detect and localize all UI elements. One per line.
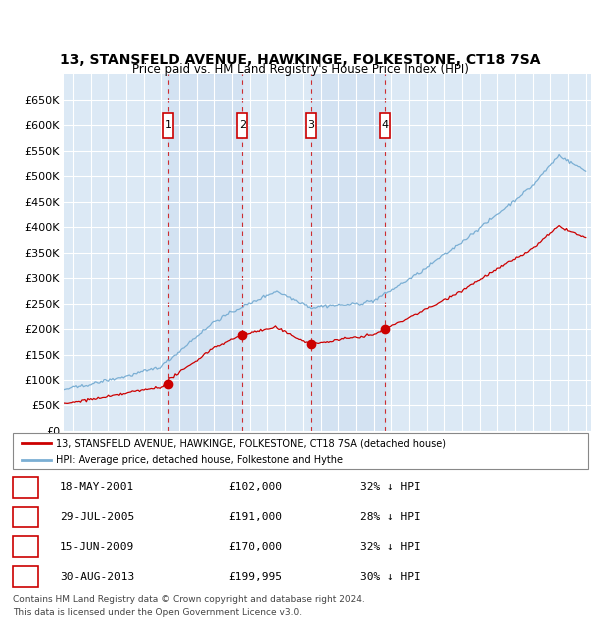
Text: 1: 1 <box>164 120 172 130</box>
Text: Price paid vs. HM Land Registry's House Price Index (HPI): Price paid vs. HM Land Registry's House … <box>131 63 469 76</box>
Text: 13, STANSFELD AVENUE, HAWKINGE, FOLKESTONE, CT18 7SA (detached house): 13, STANSFELD AVENUE, HAWKINGE, FOLKESTO… <box>56 438 446 448</box>
Text: 3: 3 <box>22 542 29 552</box>
Text: £102,000: £102,000 <box>228 482 282 492</box>
Text: 1: 1 <box>22 482 29 492</box>
Text: 4: 4 <box>382 120 389 130</box>
Text: 30-AUG-2013: 30-AUG-2013 <box>60 572 134 582</box>
Text: 3: 3 <box>307 120 314 130</box>
Text: 18-MAY-2001: 18-MAY-2001 <box>60 482 134 492</box>
Text: 2: 2 <box>239 120 246 130</box>
Text: 2: 2 <box>22 512 29 522</box>
Text: 28% ↓ HPI: 28% ↓ HPI <box>360 512 421 522</box>
Text: 13, STANSFELD AVENUE, HAWKINGE, FOLKESTONE, CT18 7SA: 13, STANSFELD AVENUE, HAWKINGE, FOLKESTO… <box>60 53 540 67</box>
Bar <box>306 113 316 138</box>
Text: £170,000: £170,000 <box>228 542 282 552</box>
Text: This data is licensed under the Open Government Licence v3.0.: This data is licensed under the Open Gov… <box>13 608 302 618</box>
Bar <box>163 113 173 138</box>
Bar <box>380 113 390 138</box>
Text: 15-JUN-2009: 15-JUN-2009 <box>60 542 134 552</box>
Bar <box>238 113 247 138</box>
Text: HPI: Average price, detached house, Folkestone and Hythe: HPI: Average price, detached house, Folk… <box>56 455 343 466</box>
Bar <box>168 74 242 431</box>
Text: Contains HM Land Registry data © Crown copyright and database right 2024.: Contains HM Land Registry data © Crown c… <box>13 595 365 604</box>
Text: £191,000: £191,000 <box>228 512 282 522</box>
Text: 4: 4 <box>22 572 29 582</box>
Text: 32% ↓ HPI: 32% ↓ HPI <box>360 542 421 552</box>
Text: 32% ↓ HPI: 32% ↓ HPI <box>360 482 421 492</box>
Text: 29-JUL-2005: 29-JUL-2005 <box>60 512 134 522</box>
Bar <box>311 74 385 431</box>
Text: 30% ↓ HPI: 30% ↓ HPI <box>360 572 421 582</box>
Text: £199,995: £199,995 <box>228 572 282 582</box>
